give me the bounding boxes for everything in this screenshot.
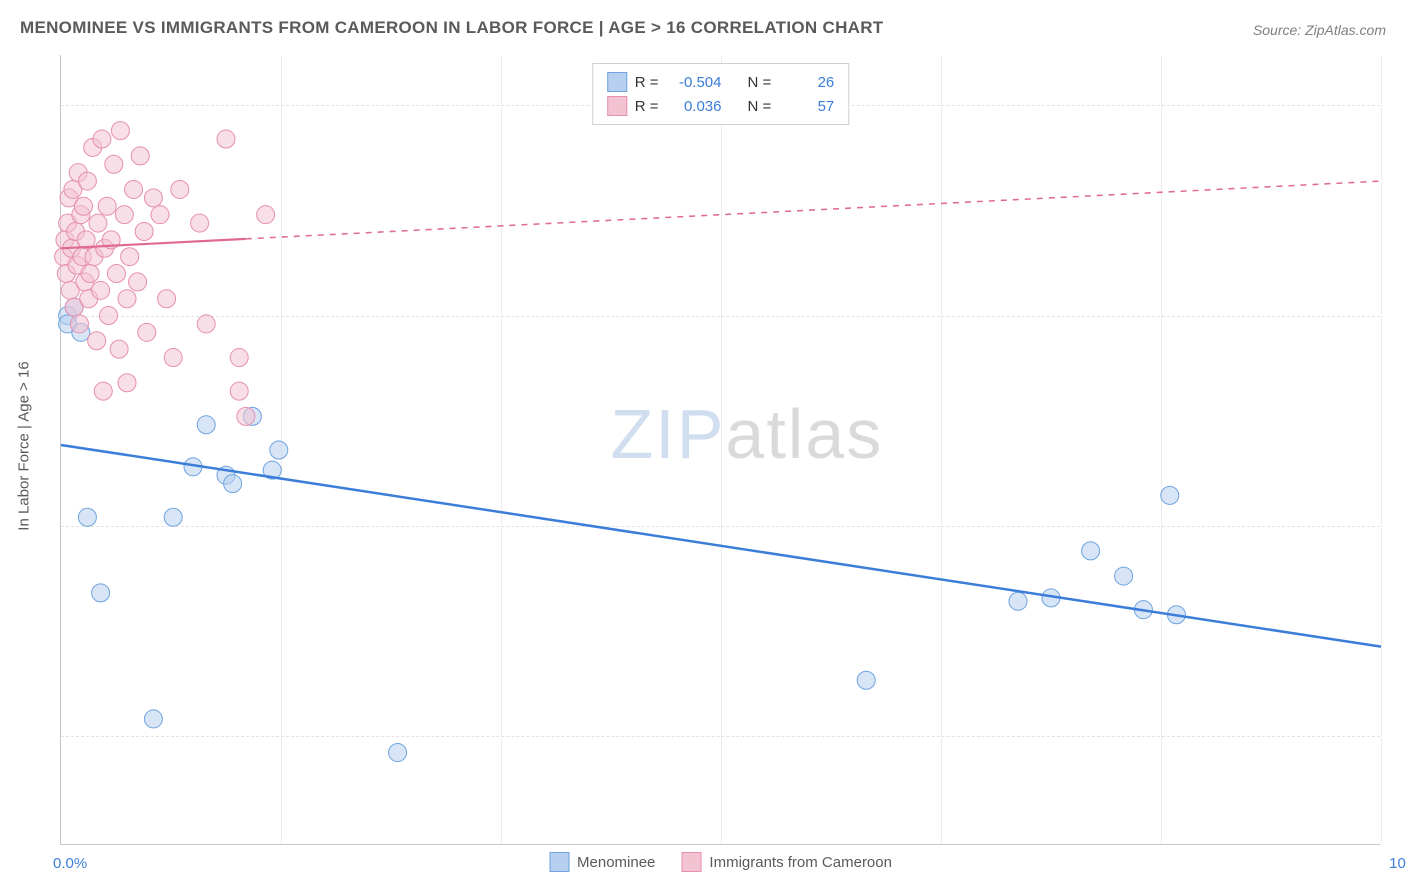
n-value: 26 bbox=[779, 74, 834, 91]
data-point bbox=[1082, 542, 1100, 560]
data-point bbox=[92, 584, 110, 602]
correlation-row-2: R = 0.036 N = 57 bbox=[607, 94, 835, 118]
data-point bbox=[107, 265, 125, 283]
data-point bbox=[129, 273, 147, 291]
data-point bbox=[164, 508, 182, 526]
source-attribution: Source: ZipAtlas.com bbox=[1253, 22, 1386, 38]
swatch-series-1 bbox=[549, 852, 569, 872]
r-label: R = bbox=[635, 98, 659, 115]
data-point bbox=[224, 475, 242, 493]
n-label: N = bbox=[748, 98, 772, 115]
n-label: N = bbox=[748, 74, 772, 91]
data-point bbox=[230, 382, 248, 400]
data-point bbox=[131, 147, 149, 165]
data-point bbox=[197, 315, 215, 333]
data-point bbox=[115, 206, 133, 224]
data-point bbox=[70, 315, 88, 333]
data-point bbox=[158, 290, 176, 308]
legend-label: Menominee bbox=[577, 854, 655, 871]
r-value: 0.036 bbox=[667, 98, 722, 115]
x-tick-label-left: 0.0% bbox=[53, 855, 87, 872]
data-point bbox=[89, 214, 107, 232]
correlation-row-1: R = -0.504 N = 26 bbox=[607, 70, 835, 94]
data-point bbox=[78, 172, 96, 190]
data-point bbox=[257, 206, 275, 224]
n-value: 57 bbox=[779, 98, 834, 115]
data-point bbox=[118, 374, 136, 392]
data-point bbox=[125, 180, 143, 198]
y-tick-label: 67.5% bbox=[1390, 307, 1406, 324]
legend-item-2: Immigrants from Cameroon bbox=[681, 852, 892, 872]
y-tick-label: 42.5% bbox=[1390, 727, 1406, 744]
data-point bbox=[93, 130, 111, 148]
data-point bbox=[217, 130, 235, 148]
data-point bbox=[74, 197, 92, 215]
data-point bbox=[237, 407, 255, 425]
chart-svg bbox=[61, 55, 1380, 844]
y-tick-label: 55.0% bbox=[1390, 517, 1406, 534]
series-legend: Menominee Immigrants from Cameroon bbox=[549, 852, 892, 872]
data-point bbox=[144, 189, 162, 207]
data-point bbox=[100, 307, 118, 325]
data-point bbox=[144, 710, 162, 728]
gridline-vertical bbox=[1381, 55, 1382, 844]
data-point bbox=[121, 248, 139, 266]
data-point bbox=[138, 323, 156, 341]
correlation-legend: R = -0.504 N = 26 R = 0.036 N = 57 bbox=[592, 63, 850, 125]
data-point bbox=[92, 281, 110, 299]
data-point bbox=[111, 122, 129, 140]
data-point bbox=[94, 382, 112, 400]
data-point bbox=[1009, 592, 1027, 610]
x-tick-label-right: 100.0% bbox=[1389, 855, 1406, 872]
plot-area: ZIPatlas R = -0.504 N = 26 R = 0.036 N =… bbox=[60, 55, 1380, 845]
data-point bbox=[191, 214, 209, 232]
data-point bbox=[171, 180, 189, 198]
chart-title: MENOMINEE VS IMMIGRANTS FROM CAMEROON IN… bbox=[20, 18, 884, 38]
data-point bbox=[389, 744, 407, 762]
data-point bbox=[151, 206, 169, 224]
legend-label: Immigrants from Cameroon bbox=[709, 854, 892, 871]
data-point bbox=[81, 265, 99, 283]
data-point bbox=[118, 290, 136, 308]
data-point bbox=[98, 197, 116, 215]
data-point bbox=[1115, 567, 1133, 585]
r-label: R = bbox=[635, 74, 659, 91]
data-point bbox=[1161, 486, 1179, 504]
y-axis-title: In Labor Force | Age > 16 bbox=[16, 361, 33, 530]
trend-line-solid bbox=[61, 445, 1381, 647]
r-value: -0.504 bbox=[667, 74, 722, 91]
data-point bbox=[197, 416, 215, 434]
data-point bbox=[270, 441, 288, 459]
data-point bbox=[230, 349, 248, 367]
swatch-series-2 bbox=[607, 96, 627, 116]
data-point bbox=[110, 340, 128, 358]
swatch-series-2 bbox=[681, 852, 701, 872]
data-point bbox=[164, 349, 182, 367]
legend-item-1: Menominee bbox=[549, 852, 655, 872]
swatch-series-1 bbox=[607, 72, 627, 92]
data-point bbox=[105, 155, 123, 173]
y-tick-label: 80.0% bbox=[1390, 97, 1406, 114]
data-point bbox=[88, 332, 106, 350]
data-point bbox=[78, 508, 96, 526]
trend-line-dashed bbox=[246, 181, 1381, 239]
data-point bbox=[135, 222, 153, 240]
data-point bbox=[857, 671, 875, 689]
